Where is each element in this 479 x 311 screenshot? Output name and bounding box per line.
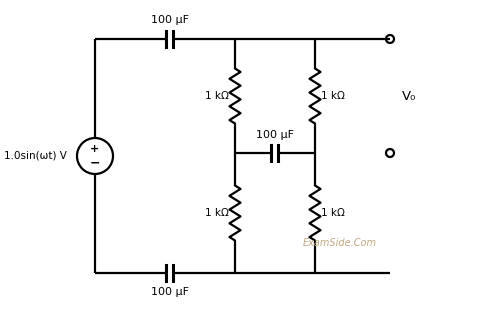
Text: V₀: V₀ xyxy=(402,90,416,103)
Text: 1 kΩ: 1 kΩ xyxy=(321,208,345,218)
Text: 100 μF: 100 μF xyxy=(256,130,294,140)
Text: 1 kΩ: 1 kΩ xyxy=(205,91,229,101)
Text: 100 μF: 100 μF xyxy=(151,15,189,25)
Text: 1 kΩ: 1 kΩ xyxy=(205,208,229,218)
Text: 1 kΩ: 1 kΩ xyxy=(321,91,345,101)
Text: −: − xyxy=(90,156,100,169)
Text: +: + xyxy=(91,144,100,154)
Text: 1.0sin(ωt) V: 1.0sin(ωt) V xyxy=(4,151,67,161)
Text: 100 μF: 100 μF xyxy=(151,287,189,297)
Text: ExamSide.Com: ExamSide.Com xyxy=(303,238,377,248)
